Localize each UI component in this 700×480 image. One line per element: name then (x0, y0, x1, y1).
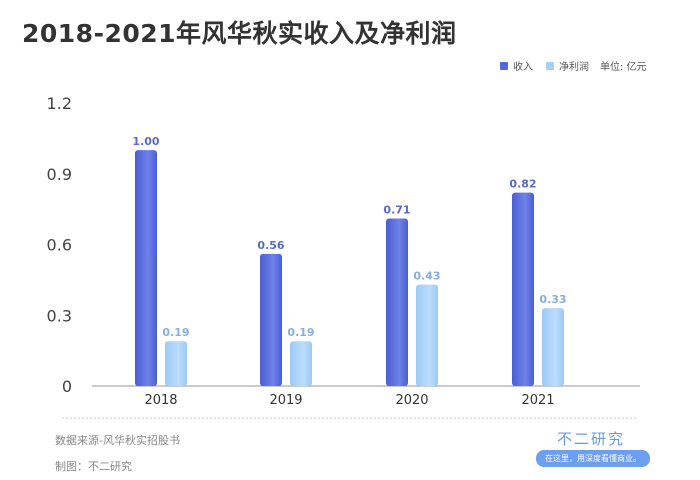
source-note: 数据来源-风华秋实招股书 (55, 434, 180, 447)
y-tick-label: 0.6 (47, 236, 72, 255)
bar-revenue (260, 253, 282, 386)
chart-title: 2018-2021年风华秋实收入及净利润 (22, 19, 457, 48)
x-tick-label: 2020 (395, 393, 428, 408)
bar-revenue (386, 218, 408, 386)
legend-swatch-revenue (500, 61, 508, 70)
unit-label: 单位: 亿元 (600, 62, 647, 73)
legend-revenue: 收入 (513, 62, 533, 73)
brand-slogan: 在这里，用深度看懂商业。 (536, 450, 650, 467)
bar-profit (416, 284, 438, 386)
x-tick-label: 2018 (144, 393, 177, 408)
y-tick-label: 0 (62, 377, 72, 396)
data-label: 0.56 (257, 239, 284, 252)
legend-profit: 净利润 (559, 62, 589, 73)
data-label: 0.33 (539, 293, 566, 306)
legend: 收入 净利润 单位: 亿元 (500, 58, 647, 73)
bar-revenue (512, 192, 534, 386)
maker-note: 制图：不二研究 (55, 460, 132, 473)
data-label: 0.71 (383, 204, 410, 217)
x-tick-label: 2021 (521, 393, 554, 408)
bar-profit (165, 341, 187, 386)
bar-profit (542, 308, 564, 386)
x-tick-label: 2019 (269, 393, 302, 408)
legend-swatch-profit (546, 61, 554, 70)
y-tick-label: 0.9 (47, 165, 72, 184)
data-label: 0.43 (413, 270, 440, 283)
y-tick-label: 1.2 (47, 94, 72, 113)
data-label: 1.00 (132, 135, 159, 148)
bar-revenue (135, 150, 157, 386)
brand-logo: 不二研究 (557, 430, 626, 448)
data-label: 0.19 (162, 326, 189, 339)
bar-profit (290, 341, 312, 386)
y-tick-label: 0.3 (47, 306, 72, 325)
data-label: 0.19 (287, 326, 314, 339)
data-label: 0.82 (509, 178, 536, 191)
